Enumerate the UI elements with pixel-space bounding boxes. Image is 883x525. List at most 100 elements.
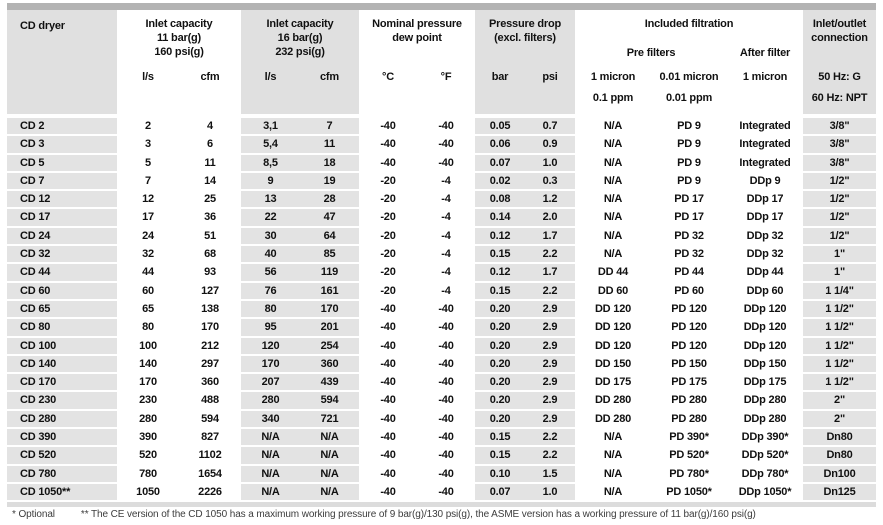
row-label: CD 32 <box>7 246 117 263</box>
table-cell: Integrated <box>739 156 791 169</box>
table-cell: -40 <box>438 485 454 498</box>
table-cell: DD 44 <box>597 266 629 279</box>
table-body: CD 2 2 4 3,1 7 -40 -40 0.05 0.7 N/A PD 9 Integrated… <box>7 118 876 501</box>
table-cell: 0.15 <box>475 246 525 263</box>
unit-label-celsius: °C <box>382 71 394 83</box>
table-cell: 140 <box>139 357 157 370</box>
table-cell: N/A <box>603 431 623 444</box>
table-cell: 2" <box>803 392 876 409</box>
table-cell: DDp 175 <box>743 376 787 389</box>
table-cell: 7 <box>145 174 151 187</box>
table-cell: 1.0 <box>525 154 575 171</box>
table-cell: Integrated <box>739 138 791 151</box>
table-cell: 100 <box>139 339 157 352</box>
table-cell: -40 <box>438 431 454 444</box>
table-cell: DD 120 <box>594 302 632 315</box>
table-cell: 2.9 <box>525 300 575 318</box>
table-cell: DDp 32 <box>746 248 784 261</box>
table-cell: 36 <box>204 211 216 224</box>
table-cell: N/A <box>603 248 623 261</box>
row-label: CD 80 <box>7 319 117 336</box>
title-line: 11 bar(g) <box>156 32 202 44</box>
table-cell: 1/2" <box>803 227 876 245</box>
table-cell: N/A <box>300 483 359 501</box>
table-cell: -40 <box>380 302 396 315</box>
table-cell: 1/2" <box>803 209 876 226</box>
table-row: CD 1050** 1050 2226 N/A N/A -40 -40 0.07 1.0 N/A P… <box>7 483 876 501</box>
table-cell: PD 390* <box>669 431 709 444</box>
table-cell: 2.9 <box>525 374 575 391</box>
table-cell: 254 <box>300 337 359 354</box>
table-cell: PD 175 <box>671 376 707 389</box>
table-cell: 56 <box>241 264 300 281</box>
subheader-after-filter: After filter <box>739 47 791 59</box>
table-bottom-strip <box>7 502 876 508</box>
table-header: CD dryer Inlet capacity 11 bar(g) 160 ps… <box>7 10 876 114</box>
table-cell: DDp 780* <box>741 467 789 480</box>
table-cell: 0.05 <box>475 118 525 135</box>
table-cell: 2 <box>145 120 151 132</box>
table-cell: 120 <box>241 337 300 354</box>
table-cell: DD 280 <box>594 394 632 407</box>
unit-row: l/s cfm <box>241 70 359 84</box>
table-cell: 76 <box>241 282 300 299</box>
table-cell: -40 <box>380 357 396 370</box>
row-label: CD 280 <box>7 410 117 428</box>
unit-label-50hz: 50 Hz: G <box>818 71 861 83</box>
table-cell: -40 <box>380 376 396 389</box>
table-cell: 3,1 <box>241 118 300 135</box>
table-cell: 4 <box>207 120 213 132</box>
table-cell: -40 <box>438 339 454 352</box>
table-cell: 0.08 <box>475 191 525 208</box>
table-cell: 24 <box>142 229 154 242</box>
table-cell: PD 60 <box>674 284 704 297</box>
unit-row: 1 micron 0.01 micron 1 micron <box>575 70 803 84</box>
table-cell: -40 <box>380 321 396 334</box>
table-cell: 19 <box>300 172 359 190</box>
table-cell: 1 1/2" <box>803 337 876 354</box>
table-cell: 5 <box>145 156 151 169</box>
table-cell: 1.0 <box>525 483 575 501</box>
table-row: CD 60 60 127 76 161 -20 -4 0.15 2.2 DD 60 PD 60 DDp… <box>7 282 876 299</box>
table-cell: -4 <box>441 229 451 242</box>
table-cell: PD 9 <box>677 156 701 169</box>
table-cell: -40 <box>438 376 454 389</box>
table-cell: -4 <box>441 174 451 187</box>
table-cell: 161 <box>300 282 359 299</box>
table-cell: 1 1/2" <box>803 300 876 318</box>
table-cell: 2.9 <box>525 392 575 409</box>
row-label: CD 390 <box>7 429 117 446</box>
table-cell: DDp 280 <box>743 412 787 425</box>
table-cell: -40 <box>438 412 454 425</box>
table-cell: PD 17 <box>674 211 704 224</box>
table-cell: 0.20 <box>475 337 525 354</box>
title-line: Inlet capacity <box>145 18 213 30</box>
header-group-cd-dryer: CD dryer <box>7 10 117 114</box>
table-cell: 3/8" <box>803 118 876 135</box>
table-cell: 721 <box>300 410 359 428</box>
table-cell: 1/2" <box>803 172 876 190</box>
table-cell: 0.15 <box>475 447 525 464</box>
table-cell: 13 <box>241 191 300 208</box>
unit-label-60hz: 60 Hz: NPT <box>811 92 868 104</box>
unit-label-after-1-micron: 1 micron <box>742 71 788 83</box>
table-cell: 2.2 <box>525 429 575 446</box>
table-cell: N/A <box>603 467 623 480</box>
row-label: CD 5 <box>7 154 117 171</box>
group-title: Included filtration <box>644 18 734 30</box>
table-cell: 1.2 <box>525 191 575 208</box>
ppm-row: 60 Hz: NPT <box>803 91 876 105</box>
table-cell: 138 <box>201 302 219 315</box>
table-cell: 95 <box>241 319 300 336</box>
table-cell: 0.20 <box>475 392 525 409</box>
table-cell: 44 <box>142 266 154 279</box>
table-cell: 390 <box>139 431 157 444</box>
header-group-dew-point: Nominal pressure dew point °C °F <box>359 10 475 114</box>
table-cell: 360 <box>201 376 219 389</box>
group-title: Inlet/outlet connection <box>803 10 876 45</box>
table-cell: PD 280 <box>671 412 707 425</box>
unit-label-cfm: cfm <box>200 71 220 83</box>
table-cell: -40 <box>438 302 454 315</box>
table-cell: 68 <box>204 248 216 261</box>
title-line: connection <box>811 32 868 44</box>
